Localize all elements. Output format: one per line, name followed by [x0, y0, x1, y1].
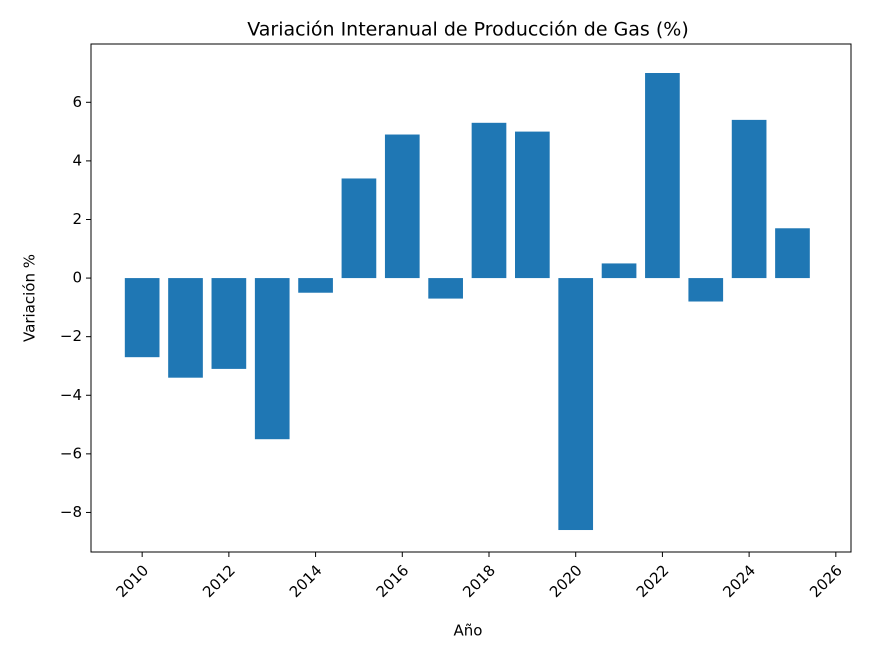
- bar: [688, 278, 724, 302]
- x-tick-label: 2012: [199, 561, 239, 601]
- x-tick-label: 2016: [373, 561, 413, 601]
- bar: [428, 278, 463, 299]
- bar: [515, 131, 550, 279]
- y-tick-label: −4: [60, 386, 82, 404]
- bar: [558, 278, 594, 531]
- x-tick-label: 2014: [286, 561, 326, 601]
- x-tick-label: 2018: [459, 561, 499, 601]
- y-tick-label: 2: [72, 210, 82, 228]
- x-tick-label: 2022: [633, 561, 673, 601]
- bar: [211, 278, 247, 369]
- bar: [168, 278, 203, 378]
- y-tick-label: 4: [72, 151, 82, 169]
- bar: [775, 228, 810, 279]
- bar: [254, 278, 290, 440]
- y-tick-label: −6: [60, 444, 82, 462]
- chart-title: Variación Interanual de Producción de Ga…: [247, 19, 689, 41]
- bar: [731, 119, 767, 279]
- x-tick-label: 2024: [719, 561, 759, 601]
- x-tick-label: 2010: [112, 561, 152, 601]
- bar: [601, 263, 637, 279]
- y-tick-label: 6: [72, 93, 82, 111]
- y-tick-label: −8: [60, 503, 82, 521]
- bar: [384, 134, 420, 279]
- x-tick-label: 2026: [806, 561, 846, 601]
- y-tick-label: −2: [60, 327, 82, 345]
- bar: [645, 73, 680, 279]
- bar: [471, 122, 507, 279]
- y-tick-label: 0: [72, 269, 82, 287]
- plot-frame: [90, 43, 852, 553]
- y-axis-label: Variación %: [21, 254, 39, 342]
- x-tick-label: 2020: [546, 561, 586, 601]
- bar: [298, 278, 333, 293]
- bar: [341, 178, 377, 279]
- bar: [124, 278, 160, 358]
- x-axis-label: Año: [454, 622, 483, 640]
